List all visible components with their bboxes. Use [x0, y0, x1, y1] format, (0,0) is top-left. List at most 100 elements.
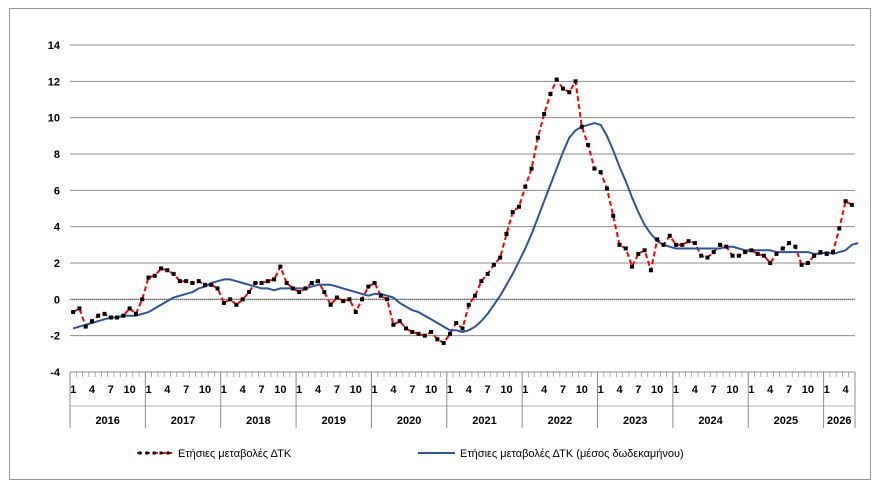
data-point [347, 297, 352, 302]
data-point [133, 311, 138, 316]
data-point [617, 242, 622, 247]
x-year-label: 2023 [623, 415, 647, 427]
x-month-label: 7 [560, 384, 566, 396]
data-point [548, 92, 553, 97]
data-point [755, 251, 760, 256]
data-point [303, 286, 308, 291]
x-month-label: 10 [425, 384, 437, 396]
data-point [523, 184, 528, 189]
x-month-label: 1 [824, 384, 830, 396]
data-point [454, 320, 459, 325]
x-month-label: 1 [372, 384, 378, 396]
data-point [246, 290, 251, 295]
data-point [353, 310, 358, 315]
data-point [787, 241, 792, 246]
x-month-label: 1 [598, 384, 604, 396]
data-point [648, 268, 653, 273]
x-month-label: 4 [843, 384, 850, 396]
x-month-label: 10 [500, 384, 512, 396]
data-point [686, 239, 691, 244]
data-point [435, 337, 440, 342]
data-point [498, 255, 503, 260]
x-month-label: 7 [711, 384, 717, 396]
data-point [89, 319, 94, 324]
data-point [152, 273, 157, 278]
legend-label-twelve-month-average: Ετήσιες μεταβολές ΔΤΚ (μέσος δωδεκαμήνου… [460, 448, 684, 460]
data-point [403, 326, 408, 331]
y-tick-label: 6 [54, 185, 60, 197]
data-point [579, 124, 584, 129]
x-year-label: 2022 [548, 415, 572, 427]
x-month-label: 10 [199, 384, 211, 396]
data-point [680, 242, 685, 247]
data-point [743, 250, 748, 255]
data-point [234, 302, 239, 307]
data-point [630, 264, 635, 269]
data-point [604, 186, 609, 191]
data-point [253, 280, 258, 285]
data-point [115, 315, 120, 320]
data-point [77, 306, 82, 311]
x-year-label: 2025 [774, 415, 798, 427]
data-point [655, 237, 660, 242]
data-point [705, 255, 710, 260]
data-point [102, 311, 107, 316]
data-point [799, 262, 804, 267]
data-point [717, 242, 722, 247]
data-point [221, 300, 226, 305]
data-point [108, 315, 113, 320]
x-month-label: 10 [802, 384, 814, 396]
x-month-label: 1 [296, 384, 302, 396]
data-point [209, 282, 214, 287]
data-point [378, 293, 383, 298]
y-tick-label: 2 [54, 258, 60, 270]
data-point [391, 322, 396, 327]
data-point [397, 319, 402, 324]
data-point [240, 297, 245, 302]
data-point [780, 246, 785, 251]
chart-frame [9, 8, 871, 480]
data-point [316, 279, 321, 284]
x-month-label: 4 [692, 384, 699, 396]
x-month-label: 1 [70, 384, 76, 396]
data-point [366, 284, 371, 289]
data-point [473, 293, 478, 298]
y-tick-label: -4 [50, 367, 61, 379]
x-year-label: 2024 [698, 415, 723, 427]
data-point [560, 86, 565, 91]
data-point [165, 268, 170, 273]
data-point [127, 306, 132, 311]
data-point [290, 286, 295, 291]
data-point [328, 302, 333, 307]
data-point [410, 330, 415, 335]
data-point [460, 326, 465, 331]
y-tick-label: 8 [54, 149, 60, 161]
x-month-label: 1 [522, 384, 528, 396]
data-point [692, 241, 697, 246]
data-point [228, 297, 233, 302]
data-point [96, 313, 101, 318]
data-point [334, 295, 339, 300]
y-tick-label: 4 [54, 222, 61, 234]
data-point [171, 271, 176, 276]
legend-marker [159, 451, 163, 455]
data-point [259, 280, 264, 285]
x-month-label: 7 [334, 384, 340, 396]
x-month-label: 1 [673, 384, 679, 396]
data-point [416, 331, 421, 336]
x-month-label: 7 [183, 384, 189, 396]
data-point [190, 280, 195, 285]
data-point [491, 262, 496, 267]
x-month-label: 7 [485, 384, 491, 396]
x-month-label: 7 [786, 384, 792, 396]
data-point [504, 231, 509, 236]
data-point [441, 340, 446, 345]
x-year-label: 2018 [246, 415, 270, 427]
data-point [485, 271, 490, 276]
data-point [272, 277, 277, 282]
data-point [793, 244, 798, 249]
data-point [278, 264, 283, 269]
x-month-label: 10 [576, 384, 588, 396]
data-point [667, 233, 672, 238]
y-tick-label: 14 [48, 40, 61, 52]
